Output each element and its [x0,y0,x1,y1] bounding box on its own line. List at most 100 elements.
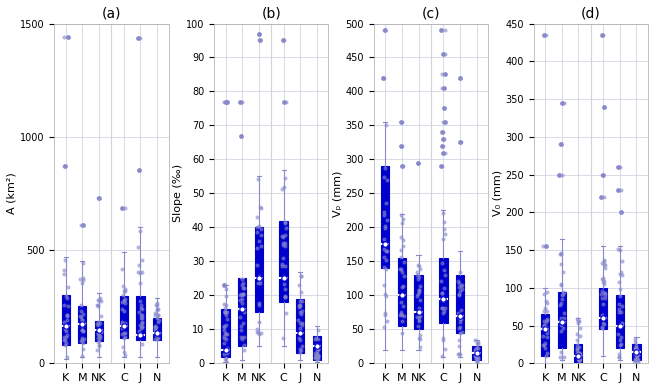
Point [398,163,408,169]
Point [312,343,322,349]
PathPatch shape [632,344,641,360]
Point [539,323,550,329]
Point [151,328,162,335]
Point [556,281,567,287]
Point [413,160,423,166]
Point [597,323,608,330]
Point [596,312,607,319]
Point [395,312,405,318]
Point [415,332,425,339]
Point [280,232,291,239]
Point [572,350,582,356]
Point [254,30,265,37]
PathPatch shape [153,318,161,340]
Point [538,308,549,314]
Point [236,323,246,330]
Point [471,356,481,363]
Point [600,290,610,296]
Point [253,273,264,280]
Y-axis label: Slope (‰): Slope (‰) [173,164,183,222]
Point [396,212,406,218]
Point [134,167,144,173]
Point [438,136,449,142]
Point [538,325,548,332]
Point [440,272,450,278]
Point [455,75,465,81]
Point [220,305,231,311]
Point [238,309,249,315]
Point [455,319,466,326]
Point [381,317,392,324]
Point [599,257,609,263]
Point [221,322,231,328]
Point [219,324,229,330]
Point [134,322,145,328]
Point [153,306,163,312]
Point [615,286,626,292]
Point [557,325,568,332]
Point [438,129,449,135]
Point [137,257,147,263]
Point [571,345,582,351]
Point [117,298,127,305]
Point [310,355,320,361]
Point [117,319,128,325]
Point [574,356,585,362]
Title: (c): (c) [422,7,440,21]
Point [134,167,144,173]
Point [616,321,627,328]
Point [118,283,128,289]
Point [253,223,264,229]
Point [413,309,424,316]
Point [614,323,625,329]
Point [219,282,229,288]
Point [411,268,422,275]
Point [152,315,162,321]
Point [616,209,626,215]
Point [137,323,147,329]
Point [472,356,483,362]
Point [137,311,147,317]
Point [92,302,103,308]
PathPatch shape [472,346,481,360]
Point [297,320,307,326]
Point [136,305,146,312]
Point [380,27,390,34]
Point [94,342,104,348]
Point [222,99,233,105]
Point [295,328,305,334]
Point [556,349,567,355]
Point [541,243,552,249]
Point [152,330,162,336]
Point [280,286,290,292]
Point [93,335,103,341]
Point [218,301,229,307]
Point [63,34,73,40]
Point [380,165,390,171]
Point [277,261,288,268]
Title: (d): (d) [581,7,601,21]
PathPatch shape [221,309,230,356]
Point [60,257,70,263]
Point [629,356,640,362]
Point [221,335,231,342]
Point [541,319,552,325]
Point [153,334,163,340]
Point [539,317,550,324]
Point [237,296,248,302]
Point [438,335,448,341]
Point [279,281,290,287]
Point [453,310,463,317]
PathPatch shape [78,305,86,343]
Point [396,299,407,305]
Point [62,303,73,309]
Point [134,309,144,316]
Point [596,194,607,200]
Point [218,282,229,288]
Point [221,285,231,292]
Point [597,32,608,38]
Point [556,315,567,321]
Point [616,333,627,340]
Point [612,164,623,170]
Point [596,172,607,178]
